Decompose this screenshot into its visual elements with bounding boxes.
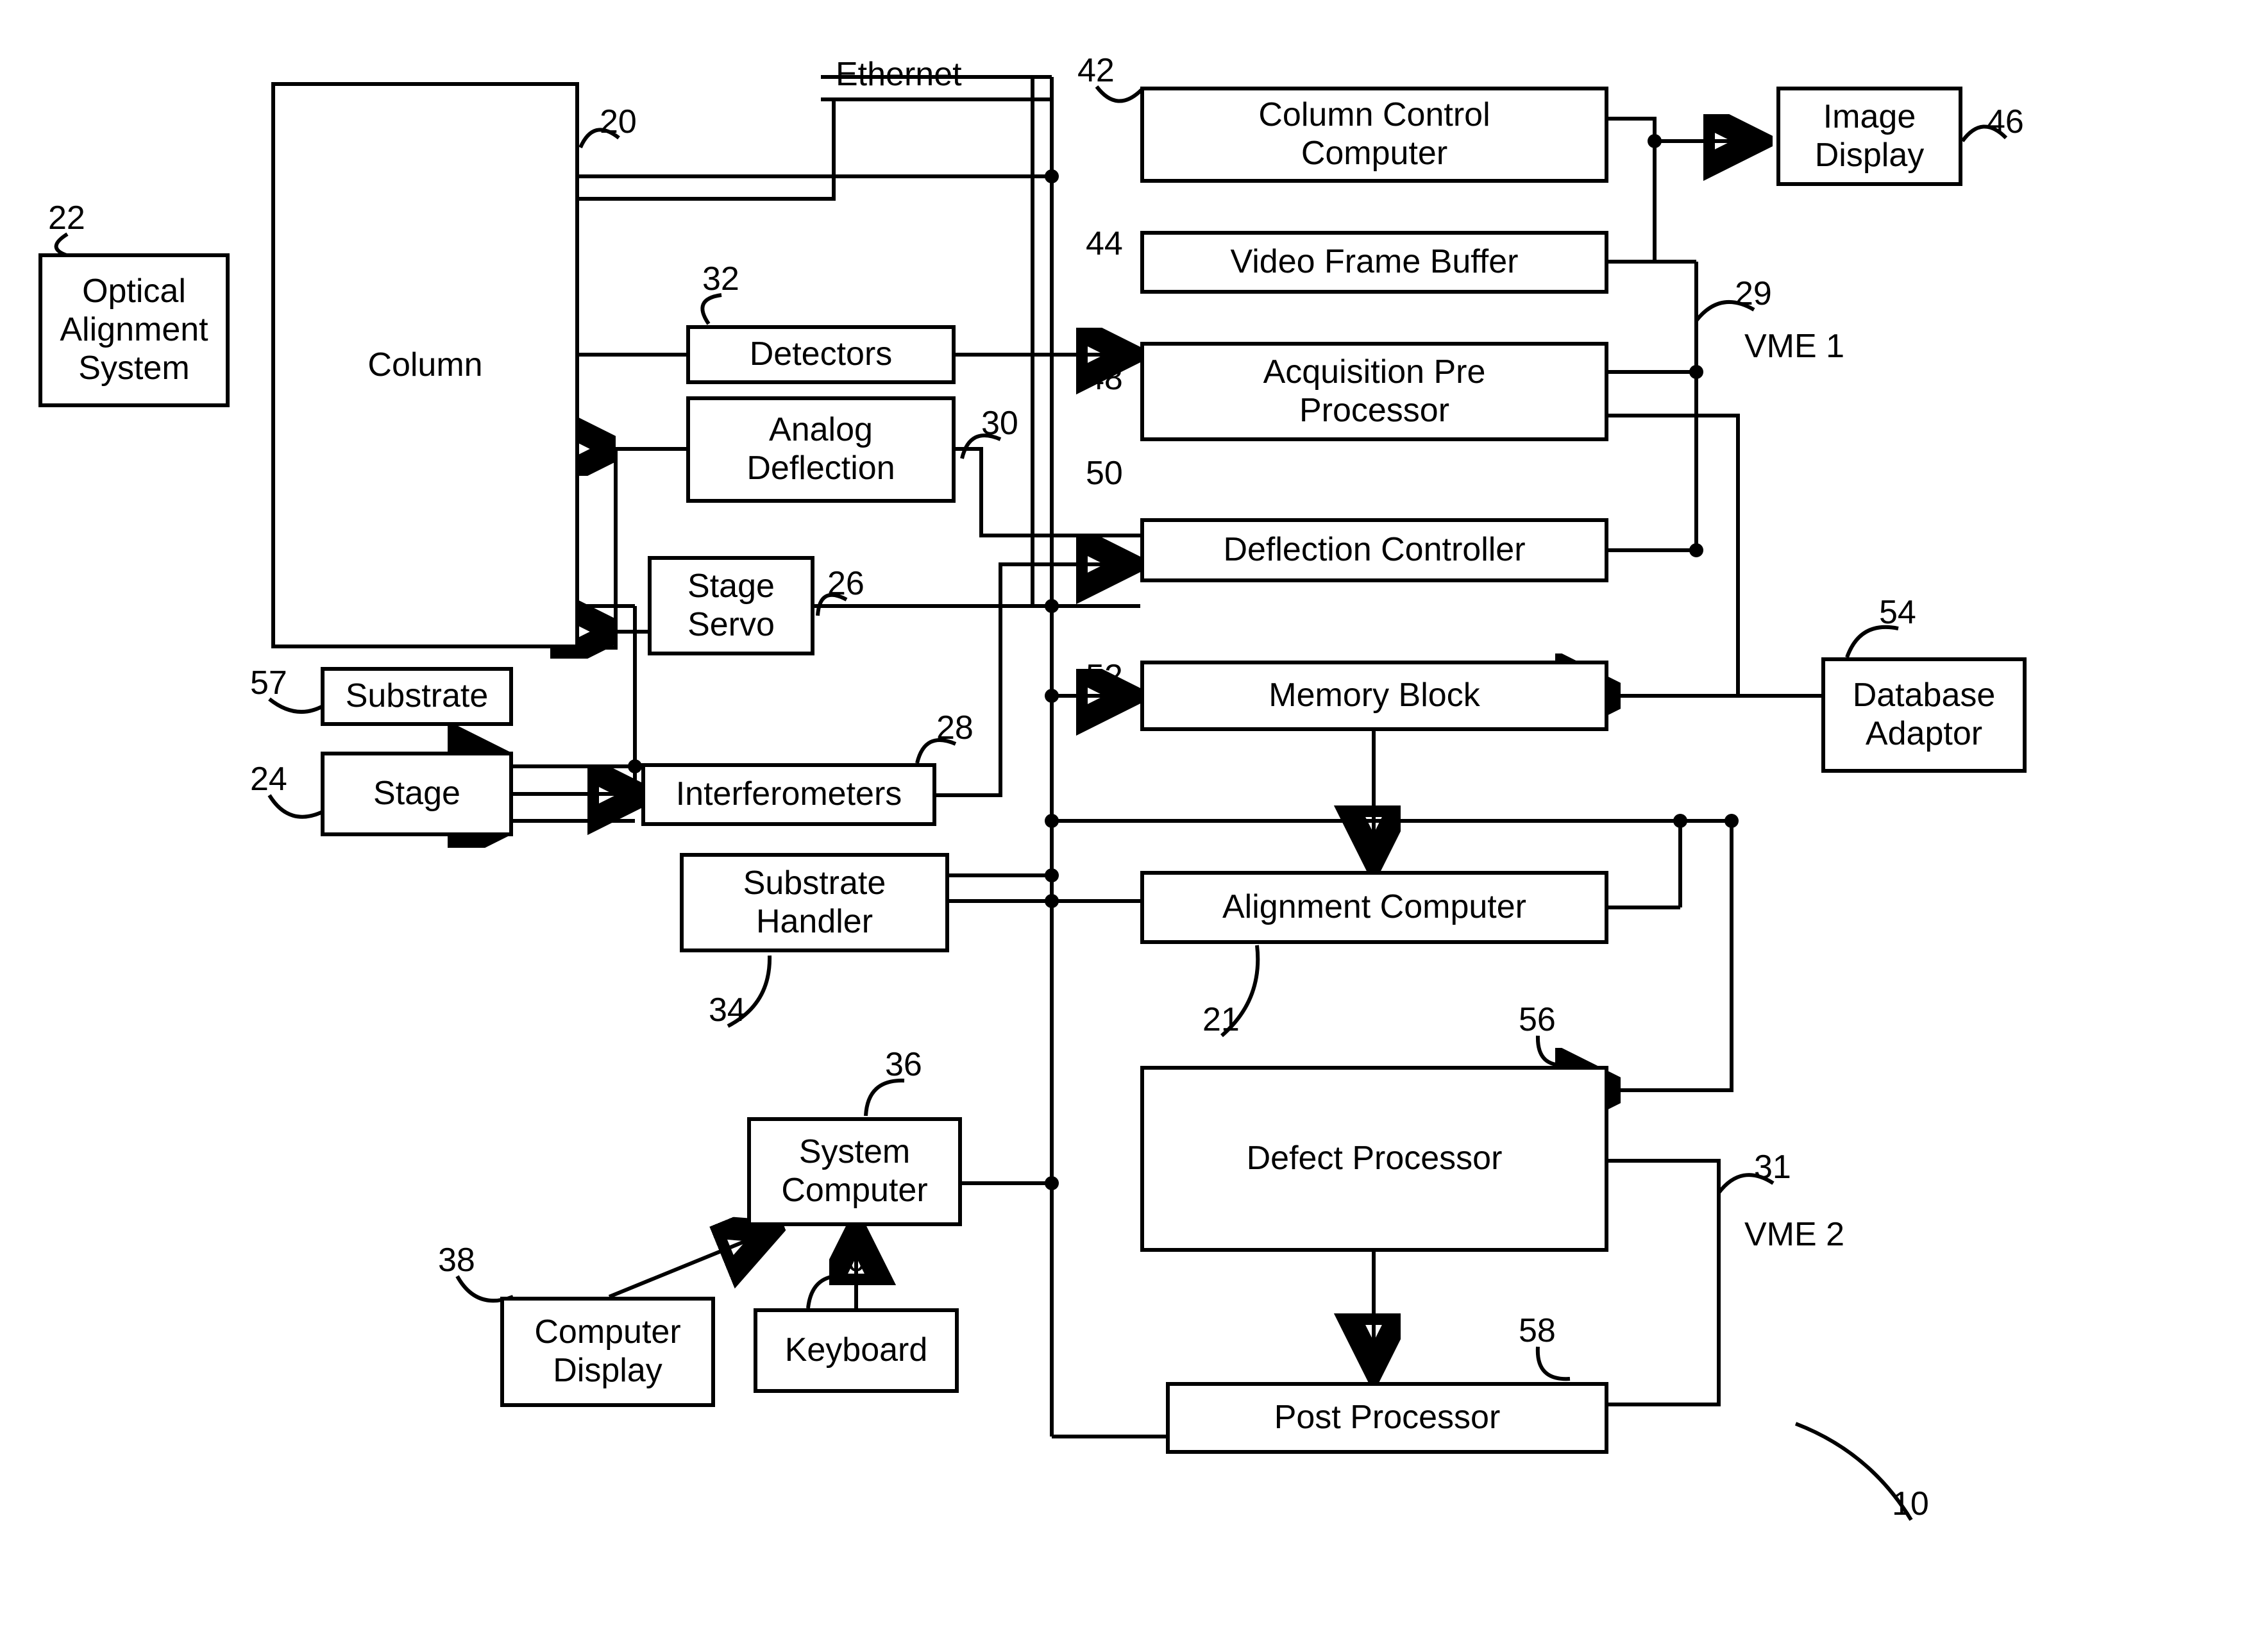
box-video_frame_buffer: Video Frame Buffer: [1140, 231, 1608, 294]
ref-r42: 42: [1077, 51, 1115, 90]
box-label: Defect Processor: [1247, 1140, 1503, 1178]
box-label: Stage Servo: [687, 568, 775, 645]
junction-dot: [1045, 169, 1059, 183]
ref-vme1: VME 1: [1744, 327, 1844, 366]
ref-leader: [269, 795, 324, 817]
box-label: Post Processor: [1274, 1399, 1501, 1437]
ref-r52: 52: [1086, 657, 1123, 696]
box-label: Video Frame Buffer: [1231, 243, 1519, 282]
ref-r57: 57: [250, 664, 287, 702]
box-label: Interferometers: [676, 775, 902, 814]
wire: [1621, 821, 1732, 1090]
wire: [1608, 1161, 1719, 1404]
junction-dot: [628, 759, 642, 773]
junction-dot: [1045, 599, 1059, 613]
box-image_display: Image Display: [1776, 87, 1962, 186]
box-interferometers: Interferometers: [641, 763, 936, 826]
box-acq_pre_processor: Acquisition Pre Processor: [1140, 342, 1608, 441]
ref-r29: 29: [1735, 274, 1772, 313]
box-label: Alignment Computer: [1222, 888, 1526, 927]
ref-r44: 44: [1086, 224, 1123, 263]
ref-leader: [808, 1276, 848, 1308]
ref-r36: 36: [885, 1045, 922, 1084]
box-deflection_controller: Deflection Controller: [1140, 518, 1608, 582]
box-label: Keyboard: [785, 1331, 928, 1370]
box-column: Column: [271, 82, 579, 648]
box-label: Substrate: [346, 677, 489, 716]
ref-r22: 22: [48, 199, 85, 237]
box-analog_deflection: Analog Deflection: [686, 396, 956, 503]
junction-dot: [1689, 543, 1703, 557]
ref-r46: 46: [1987, 103, 2024, 141]
junction-dot: [1673, 814, 1687, 828]
ref-r20: 20: [600, 103, 637, 141]
box-memory_block: Memory Block: [1140, 661, 1608, 731]
junction-dot: [1689, 365, 1703, 379]
ref-leader: [866, 1081, 904, 1116]
box-label: Optical Alignment System: [60, 273, 208, 387]
ref-leader: [1538, 1347, 1570, 1379]
box-label: Column Control Computer: [1258, 96, 1490, 173]
ref-r10: 10: [1892, 1485, 1929, 1523]
box-label: Detectors: [750, 335, 893, 374]
junction-dot: [1045, 689, 1059, 703]
ref-r58: 58: [1519, 1311, 1556, 1350]
ref-r28: 28: [936, 709, 974, 747]
box-alignment_computer: Alignment Computer: [1140, 871, 1608, 944]
ref-leader: [1538, 1036, 1570, 1065]
box-label: Computer Display: [534, 1313, 680, 1390]
box-label: Deflection Controller: [1223, 531, 1525, 569]
ref-r26: 26: [827, 564, 864, 603]
box-post_processor: Post Processor: [1166, 1382, 1608, 1454]
ref-r54: 54: [1879, 593, 1916, 632]
box-substrate: Substrate: [321, 667, 513, 726]
ref-leader: [702, 295, 721, 324]
ref-r38: 38: [438, 1241, 475, 1279]
ref-r56: 56: [1519, 1000, 1556, 1039]
box-label: System Computer: [781, 1133, 927, 1210]
ref-r24: 24: [250, 760, 287, 798]
ref-r31: 31: [1754, 1148, 1791, 1186]
box-keyboard: Keyboard: [754, 1308, 959, 1393]
diagram-stage: Ethernet Optical Alignment System Column De…: [0, 0, 2260, 1652]
box-label: Acquisition Pre Processor: [1263, 353, 1486, 430]
ref-r34: 34: [709, 991, 746, 1029]
ref-r21: 21: [1202, 1000, 1240, 1039]
junction-dot: [1045, 1176, 1059, 1190]
box-database_adaptor: Database Adaptor: [1821, 657, 2027, 773]
box-label: Column: [367, 346, 482, 385]
box-substrate_handler: Substrate Handler: [680, 853, 949, 952]
junction-dot: [1045, 894, 1059, 908]
box-computer_display: Computer Display: [500, 1297, 715, 1407]
box-detectors: Detectors: [686, 325, 956, 384]
wire: [609, 1231, 770, 1297]
ethernet_label: Ethernet: [836, 55, 962, 94]
box-label: Memory Block: [1269, 677, 1480, 715]
box-column_ctrl: Column Control Computer: [1140, 87, 1608, 183]
box-label: Substrate Handler: [743, 864, 886, 941]
box-label: Analog Deflection: [746, 411, 895, 488]
wire: [579, 449, 616, 648]
box-optical_align: Optical Alignment System: [38, 253, 230, 407]
box-label: Stage: [373, 775, 460, 813]
ref-r50: 50: [1086, 454, 1123, 493]
ref-r32: 32: [702, 260, 739, 298]
wire: [1608, 416, 1738, 696]
junction-dot: [1648, 134, 1662, 148]
box-label: Database Adaptor: [1853, 677, 1996, 754]
ref-r48: 48: [1086, 359, 1123, 398]
ref-vme2: VME 2: [1744, 1215, 1844, 1254]
ref-r30: 30: [981, 404, 1018, 442]
box-system_computer: System Computer: [747, 1117, 962, 1226]
box-stage_servo: Stage Servo: [648, 556, 814, 655]
junction-dot: [1045, 814, 1059, 828]
box-stage: Stage: [321, 752, 513, 836]
junction-dot: [1045, 868, 1059, 882]
box-label: Image Display: [1815, 98, 1925, 175]
box-defect_processor: Defect Processor: [1140, 1066, 1608, 1252]
ref-r40: 40: [829, 1241, 866, 1279]
junction-dot: [1725, 814, 1739, 828]
